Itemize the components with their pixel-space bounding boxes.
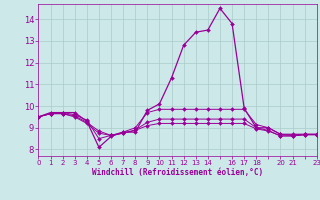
X-axis label: Windchill (Refroidissement éolien,°C): Windchill (Refroidissement éolien,°C): [92, 168, 263, 177]
